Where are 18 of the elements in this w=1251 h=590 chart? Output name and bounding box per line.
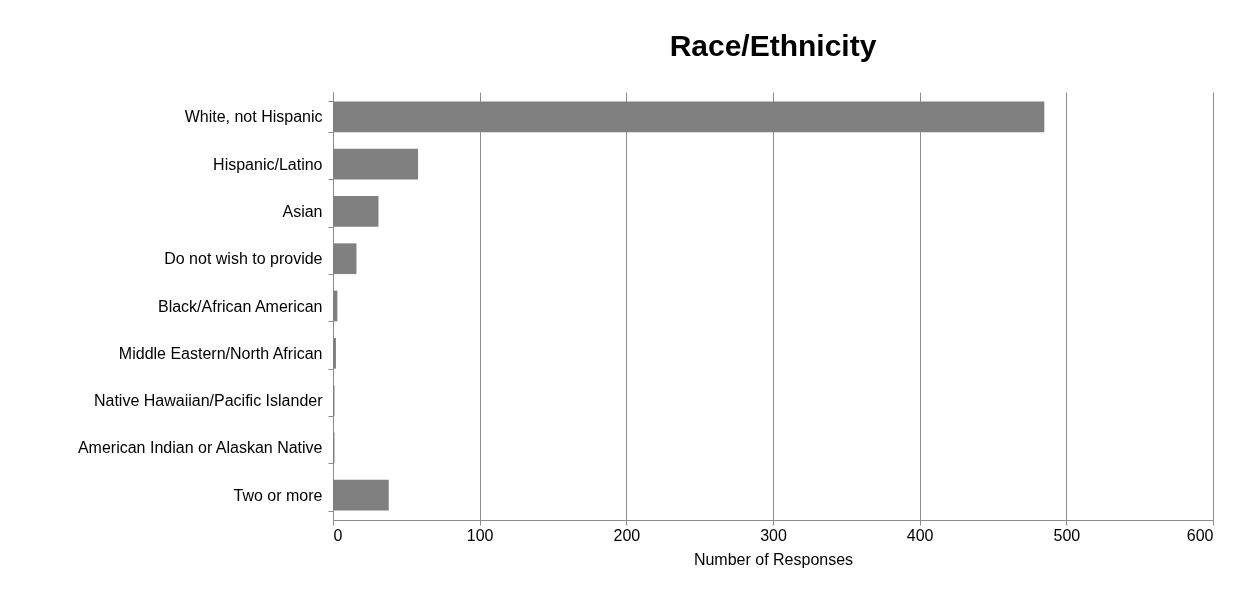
x-tick-label: 600 (1186, 526, 1214, 544)
y-tick-label: Native Hawaiian/Pacific Islander (93, 392, 324, 410)
x-tick-label: 200 (613, 526, 641, 544)
x-tick-label: 300 (760, 526, 787, 544)
y-tick-label: Two or more (233, 486, 323, 504)
chart-title: Race/Ethnicity (669, 29, 877, 62)
y-tick-label: Hispanic/Latino (213, 155, 323, 173)
x-tick-label: 0 (333, 526, 343, 544)
x-tick-label: 400 (906, 526, 934, 544)
x-axis-title: Number of Responses (693, 550, 854, 568)
y-tick-label: Asian (282, 202, 323, 220)
y-tick-label: Middle Eastern/North African (118, 344, 323, 362)
x-tick-label: 500 (1053, 526, 1081, 544)
y-tick-label: American Indian or Alaskan Native (77, 439, 323, 457)
y-tick-label: White, not Hispanic (184, 108, 323, 126)
x-tick-label: 100 (466, 526, 494, 544)
y-tick-label: Do not wish to provide (164, 250, 323, 268)
y-tick-label: Black/African American (157, 297, 323, 315)
